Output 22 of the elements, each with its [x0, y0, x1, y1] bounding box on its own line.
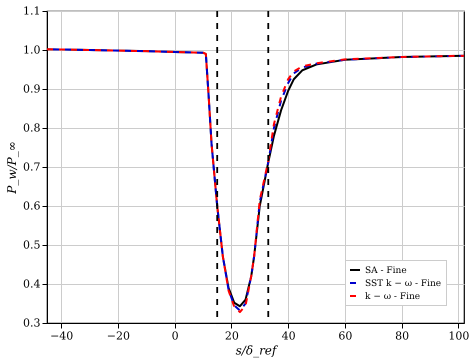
- y-axis-title: P_w/P_∞: [5, 141, 20, 195]
- y-tick-label: 0.6: [23, 200, 40, 212]
- x-tick-label: −20: [106, 330, 130, 342]
- x-tick-label: 0: [172, 330, 179, 342]
- x-tick-label: 20: [224, 330, 239, 342]
- legend-label: SA - Fine: [365, 266, 407, 276]
- y-tick-label: 0.9: [23, 82, 40, 96]
- x-tick-label: 80: [395, 330, 410, 342]
- y-tick-label: 0.8: [23, 122, 40, 134]
- x-tick-label: −40: [50, 330, 74, 342]
- y-tick-label: 1.1: [23, 4, 40, 18]
- x-tick-label: 100: [448, 330, 470, 342]
- y-tick-label: 1.0: [23, 44, 40, 56]
- y-tick-label: 0.3: [23, 316, 40, 330]
- x-axis-title: s/δ_ref: [236, 344, 279, 358]
- x-tick-label: 40: [282, 330, 296, 342]
- legend-label: k − ω - Fine: [365, 292, 420, 302]
- y-tick-label: 0.4: [23, 278, 40, 290]
- y-tick-label: 0.7: [23, 160, 40, 174]
- x-tick-label: 60: [338, 330, 352, 342]
- y-tick-label: 0.5: [23, 238, 40, 252]
- legend-label: SST k − ω - Fine: [365, 279, 442, 289]
